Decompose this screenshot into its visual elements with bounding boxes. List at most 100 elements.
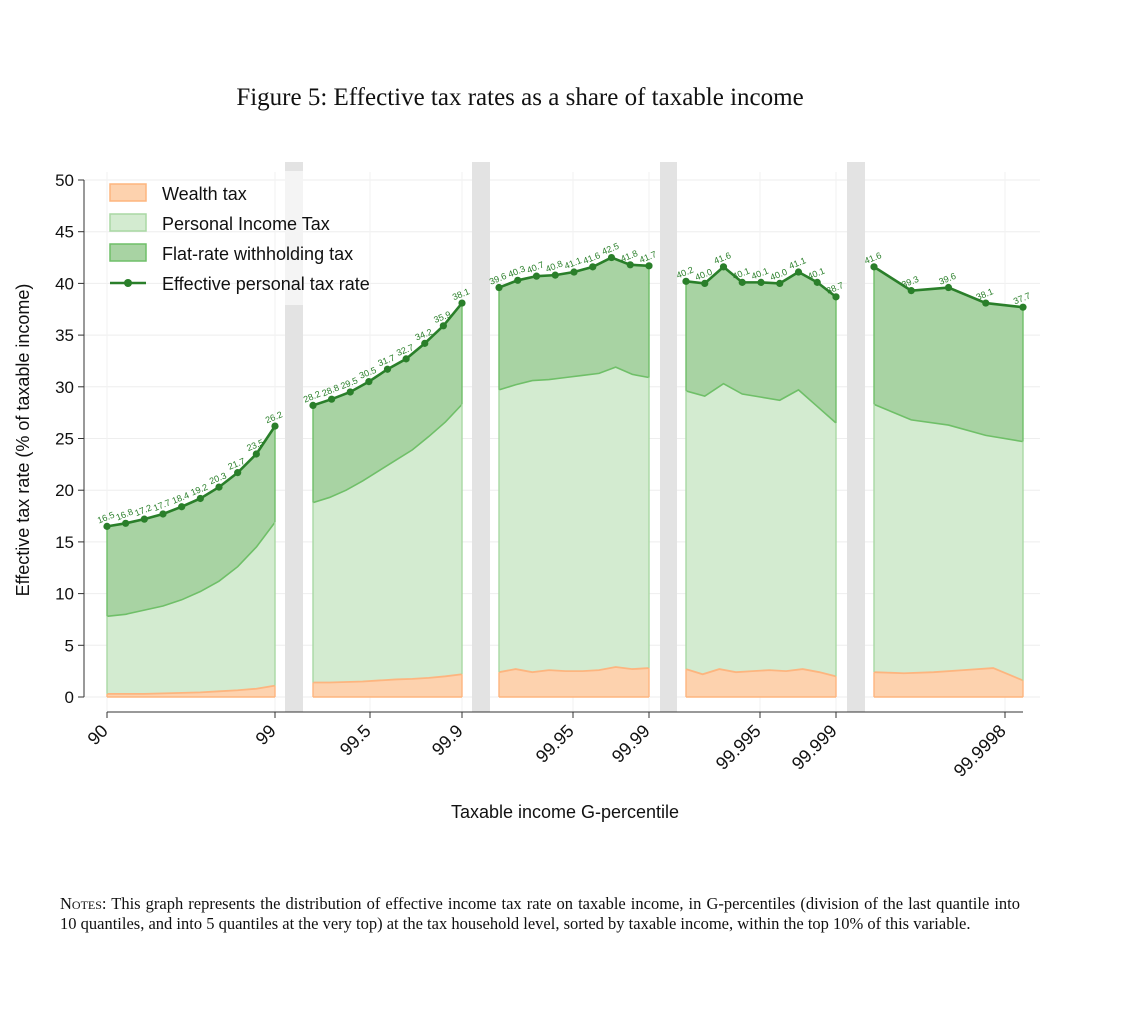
segment-separator: [660, 162, 677, 712]
effective-rate-point: [383, 365, 392, 373]
flat-rate-area: [107, 426, 275, 617]
legend-label: Wealth tax: [162, 184, 247, 204]
y-tick-label: 35: [55, 326, 74, 345]
effective-rate-point: [103, 522, 111, 530]
effective-rate-point: [215, 483, 223, 491]
notes-text: This graph represents the distribution o…: [60, 894, 1020, 933]
flat-rate-area: [313, 303, 462, 503]
legend-label: Personal Income Tax: [162, 214, 330, 234]
effective-rate-point: [140, 515, 148, 523]
stacked-areas: [106, 257, 1024, 698]
effective-rate-point: [234, 469, 242, 477]
notes-lead: Notes:: [60, 894, 107, 913]
personal-income-tax-area: [499, 367, 649, 673]
effective-rate-point: [196, 494, 204, 503]
x-tick-label: 99.5: [336, 721, 375, 760]
effective-rate-point: [701, 279, 709, 287]
legend-marker: [124, 279, 132, 287]
wealth-tax-line: [685, 668, 837, 678]
wealth-tax-area: [499, 667, 649, 697]
figure-title: Figure 5: Effective tax rates as a share…: [236, 84, 804, 111]
effective-rate-point: [719, 263, 728, 271]
effective-rate-point: [439, 322, 447, 330]
y-tick-label: 30: [55, 378, 74, 397]
effective-rate-point: [421, 339, 429, 347]
effective-tax-rate-chart: 16.516.817.217.718.419.220.321.723.526.2…: [13, 162, 1040, 822]
y-tick-label: 0: [65, 688, 74, 707]
effective-rate-point: [944, 283, 953, 292]
x-axis-title: Taxable income G-percentile: [451, 802, 679, 822]
effective-rate-point: [346, 388, 354, 396]
flat-rate-area: [686, 266, 836, 423]
y-tick-label: 20: [55, 481, 74, 500]
x-tick-label: 99.995: [712, 721, 765, 774]
wealth-tax-line: [498, 666, 650, 674]
effective-rate-lines: 16.516.817.217.718.419.220.321.723.526.2…: [96, 241, 1032, 530]
effective-rate-point: [551, 271, 559, 279]
effective-rate-point: [570, 268, 578, 276]
personal-income-tax-line: [106, 521, 276, 618]
legend-label: Flat-rate withholding tax: [162, 244, 353, 264]
effective-rate-point: [178, 503, 186, 511]
effective-rate-point: [252, 450, 260, 458]
effective-rate-point: [159, 510, 167, 518]
x-tick-label: 99.999: [788, 721, 841, 774]
legend: Wealth tax Personal Income Tax Flat-rate w…: [109, 183, 370, 294]
effective-rate-point: [794, 268, 803, 276]
personal-income-tax-area: [686, 383, 836, 677]
effective-rate-point: [813, 278, 821, 286]
effective-rate-point: [757, 278, 765, 286]
y-tick-label: 25: [55, 430, 74, 449]
flat-rate-area: [499, 257, 649, 390]
effective-rate-point: [776, 279, 784, 287]
y-tick-label: 50: [55, 171, 74, 190]
effective-rate-point: [607, 253, 616, 262]
legend-swatch: [109, 243, 147, 262]
y-tick-label: 15: [55, 533, 74, 552]
x-tick-label: 99.99: [608, 721, 654, 767]
effective-rate-point: [328, 395, 336, 403]
personal-income-tax-line: [312, 403, 463, 504]
personal-income-tax-area: [874, 404, 1023, 681]
y-axis-title: Effective tax rate (% of taxable income): [13, 284, 33, 597]
wealth-tax-area: [313, 674, 462, 697]
x-tick-label: 90: [84, 721, 112, 749]
effective-rate-line: [106, 425, 277, 528]
personal-income-tax-line: [685, 382, 837, 424]
effective-rate-point: [589, 263, 597, 271]
y-tick-label: 45: [55, 223, 74, 242]
personal-income-tax-line: [498, 366, 650, 391]
wealth-tax-line: [873, 667, 1024, 682]
personal-income-tax-line: [873, 403, 1024, 443]
figure-notes: Notes: This graph represents the distrib…: [60, 894, 1020, 934]
effective-rate-point: [907, 287, 915, 295]
effective-rate-point: [309, 401, 317, 410]
effective-rate-point: [514, 276, 522, 284]
effective-rate-point: [122, 519, 130, 527]
legend-label: Effective personal tax rate: [162, 274, 370, 294]
y-tick-label: 5: [65, 636, 74, 655]
effective-rate-point: [365, 378, 373, 386]
wealth-tax-line: [107, 684, 276, 695]
wealth-tax-area: [874, 668, 1023, 697]
separator-break: [285, 171, 303, 305]
effective-rate-point: [832, 293, 840, 301]
effective-rate-point: [645, 262, 653, 270]
effective-rate-point: [271, 422, 279, 430]
segment-separator: [472, 162, 490, 712]
legend-swatch: [109, 213, 147, 232]
y-tick-label: 10: [55, 585, 74, 604]
x-tick-label: 99.95: [532, 721, 578, 767]
x-tick-label: 99.9: [428, 721, 467, 760]
effective-rate-point: [870, 263, 878, 271]
personal-income-tax-area: [107, 522, 275, 694]
segment-separator: [847, 162, 865, 712]
effective-rate-point: [495, 283, 503, 292]
flat-rate-area: [874, 266, 1023, 442]
effective-rate-point: [1019, 303, 1027, 311]
segment-separators: [285, 162, 865, 712]
y-tick-label: 40: [55, 274, 74, 293]
effective-rate-point: [458, 299, 466, 307]
effective-rate-point: [738, 278, 746, 286]
x-tick-label: 99: [252, 721, 280, 749]
